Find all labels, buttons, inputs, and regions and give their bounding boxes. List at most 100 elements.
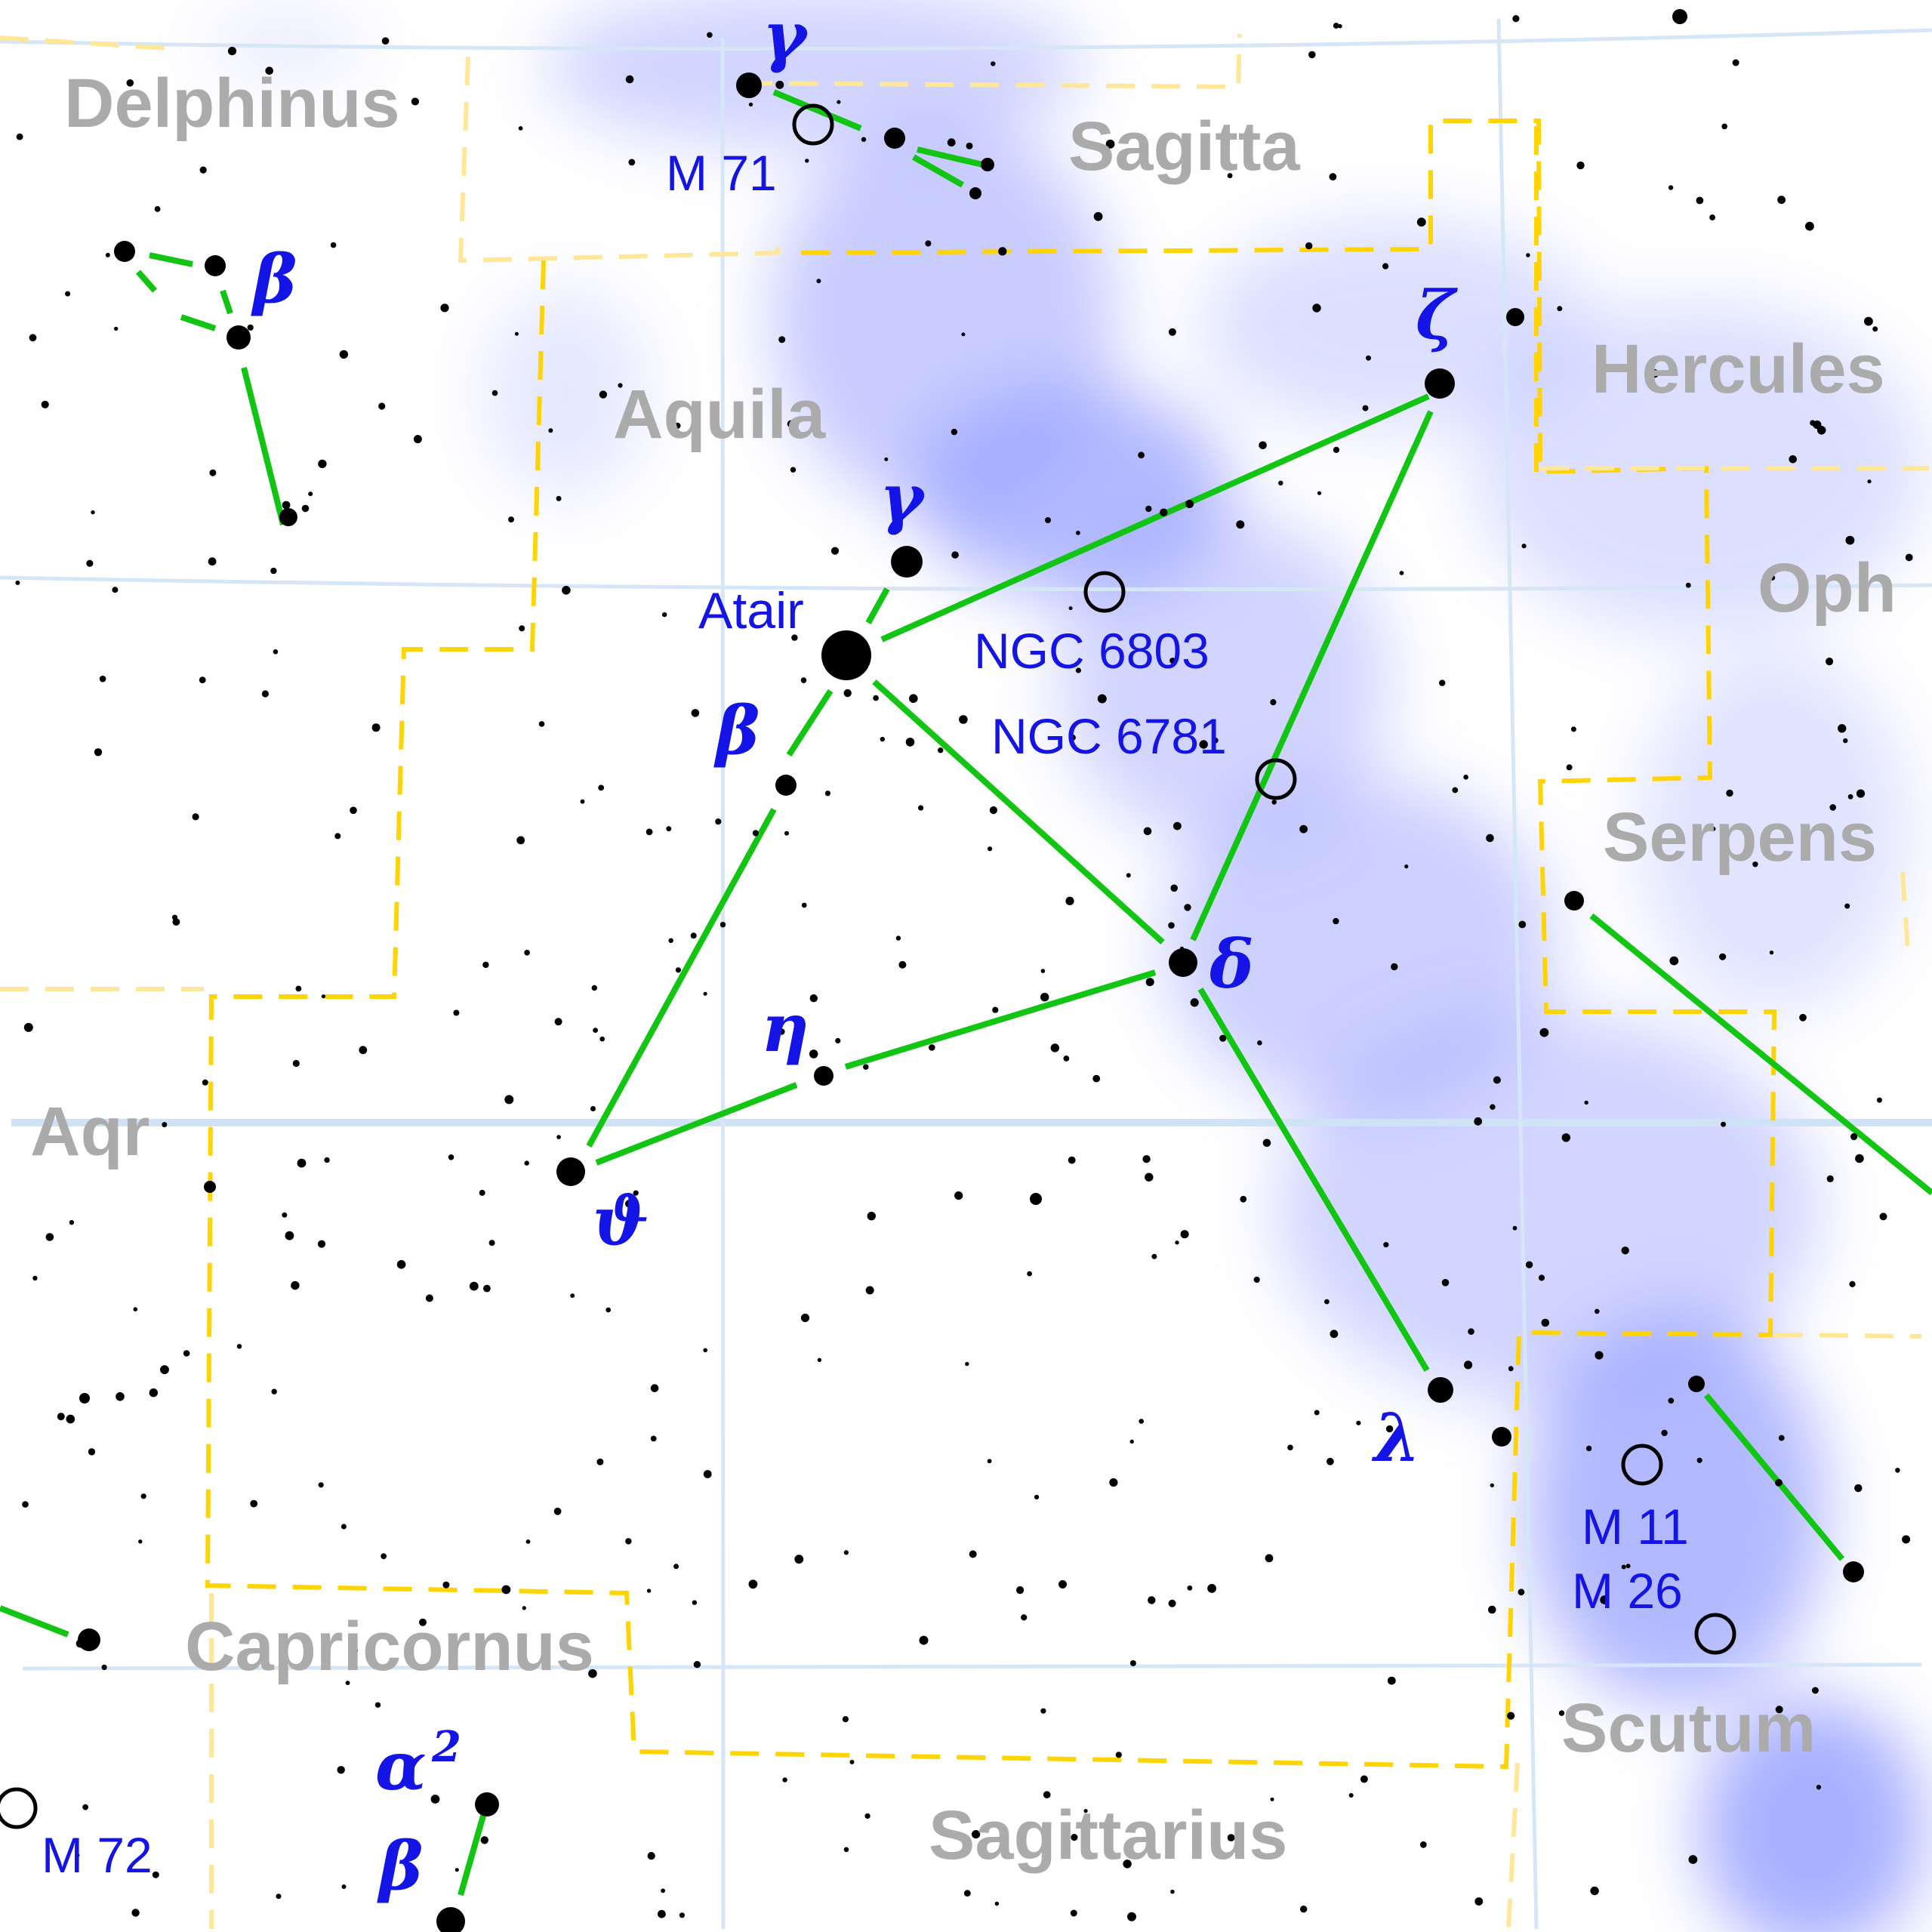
faint-star [1726, 789, 1733, 797]
faint-star [1879, 1213, 1887, 1221]
label-theta-aquila: ϑ [593, 1182, 649, 1260]
faint-star [1069, 734, 1076, 741]
faint-star [625, 1538, 632, 1545]
faint-star [1142, 1155, 1151, 1163]
faint-star [719, 922, 726, 928]
faint-star [440, 304, 449, 313]
line-atair-gamma [865, 587, 890, 624]
faint-star [661, 1888, 665, 1893]
faint-star [842, 1716, 849, 1723]
faint-star [1855, 1154, 1864, 1163]
faint-star [593, 1028, 598, 1033]
faint-star [951, 428, 958, 436]
faint-star [963, 1890, 971, 1897]
faint-star [501, 1585, 511, 1595]
faint-star [692, 1600, 698, 1605]
faint-star [707, 32, 713, 39]
faint-star [1160, 508, 1168, 516]
faint-star [116, 1392, 125, 1401]
faint-star [318, 1482, 324, 1488]
faint-star [1185, 500, 1194, 508]
faint-star [1173, 821, 1182, 830]
star-faint-c [79, 1393, 90, 1404]
faint-star [1312, 304, 1321, 313]
faint-star [1595, 1351, 1604, 1360]
faint-star [340, 1524, 347, 1530]
faint-star [1721, 123, 1727, 130]
star-delphinus-2 [205, 255, 226, 276]
name-aqr: Aqr [30, 1093, 149, 1170]
faint-star [784, 830, 789, 836]
faint-star [1557, 306, 1563, 312]
faint-star [202, 1079, 208, 1086]
faint-star [514, 331, 519, 336]
faint-star [1213, 738, 1219, 744]
faint-star [1844, 903, 1850, 909]
faint-star [1452, 787, 1459, 793]
faint-star [16, 133, 23, 140]
faint-star [1314, 1410, 1320, 1416]
name-hercules: Hercules [1592, 331, 1885, 408]
faint-star [554, 1018, 562, 1026]
faint-star [1416, 217, 1426, 227]
faint-star [1139, 1419, 1144, 1424]
faint-star [650, 1384, 659, 1392]
faint-star [1696, 1457, 1702, 1463]
faint-star [162, 1122, 168, 1128]
faint-star [618, 383, 623, 388]
star-faint-a [1030, 1193, 1042, 1205]
object-labels: M 71 NGC 6803 NGC 6781 M 11 M 26 M 72 [42, 145, 1689, 1883]
faint-star [171, 914, 178, 920]
faint-star [1850, 1132, 1858, 1141]
faint-star [1236, 520, 1245, 529]
faint-star [1329, 173, 1337, 181]
faint-star [524, 1160, 529, 1166]
faint-star [1570, 726, 1576, 732]
faint-star [516, 836, 525, 845]
m71-marker [792, 103, 834, 146]
faint-star [668, 938, 673, 944]
faint-star [1333, 446, 1340, 454]
faint-star [1439, 679, 1446, 686]
star-labels: γ β ζ γ Atair β δ η ϑ λ α 2 β [251, 0, 1458, 1905]
faint-star [99, 675, 106, 683]
faint-star [1493, 1076, 1501, 1084]
faint-star [270, 567, 277, 575]
faint-star [1711, 827, 1716, 831]
faint-star [951, 551, 959, 559]
faint-star [787, 420, 795, 428]
faint-star [1382, 263, 1389, 270]
faint-star [396, 1260, 406, 1269]
faint-star [1463, 775, 1468, 780]
faint-star [1151, 1253, 1157, 1259]
faint-star [154, 206, 161, 212]
faint-star [334, 833, 341, 840]
faint-star [1075, 667, 1081, 673]
faint-star [1464, 1360, 1473, 1370]
faint-star [183, 1350, 190, 1357]
faint-star [1404, 864, 1409, 869]
faint-star [1867, 479, 1872, 484]
faint-star [679, 1912, 686, 1918]
line-serpens [1589, 913, 1932, 1196]
faint-star [625, 1200, 633, 1208]
faint-star [1179, 946, 1184, 951]
name-sagitta: Sagitta [1068, 108, 1301, 185]
faint-star [817, 1357, 822, 1363]
faint-star [658, 1909, 666, 1918]
label-beta-delphinus: β [251, 239, 297, 318]
faint-star [45, 1233, 54, 1241]
faint-star [282, 501, 291, 510]
faint-star [1732, 59, 1739, 66]
faint-star [1083, 1809, 1088, 1813]
faint-star [599, 390, 608, 399]
faint-star [778, 336, 786, 344]
faint-star [1419, 1841, 1427, 1848]
faint-star [491, 390, 498, 396]
faint-star [843, 1847, 849, 1853]
faint-star [1305, 242, 1313, 250]
faint-star [324, 1157, 330, 1163]
faint-star [265, 66, 274, 75]
faint-star [1050, 1043, 1060, 1052]
faint-star [1259, 441, 1267, 450]
